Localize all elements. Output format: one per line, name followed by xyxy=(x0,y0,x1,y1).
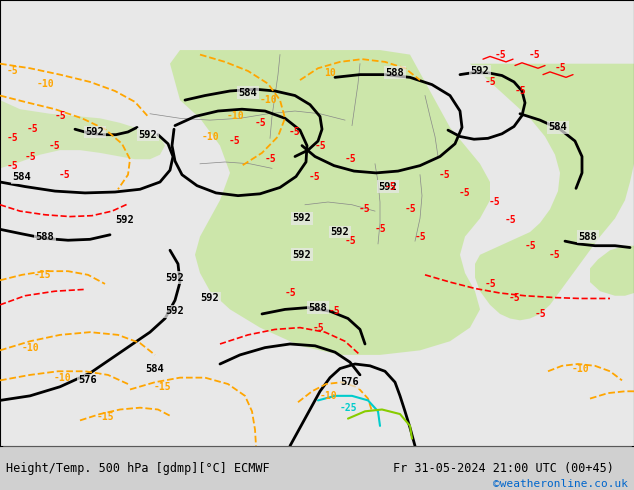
Text: -25: -25 xyxy=(339,403,357,413)
Text: 588: 588 xyxy=(385,68,404,78)
Text: -10: -10 xyxy=(36,79,54,89)
Text: -5: -5 xyxy=(509,294,521,303)
Text: -5: -5 xyxy=(49,141,61,150)
Text: 592: 592 xyxy=(165,272,184,283)
Text: 584: 584 xyxy=(548,122,567,132)
Text: -10: -10 xyxy=(319,391,337,401)
Polygon shape xyxy=(590,245,634,296)
Text: Height/Temp. 500 hPa [gdmp][°C] ECMWF: Height/Temp. 500 hPa [gdmp][°C] ECMWF xyxy=(6,462,270,475)
Text: -5: -5 xyxy=(24,151,36,162)
Text: -5: -5 xyxy=(404,204,416,214)
Text: -5: -5 xyxy=(529,49,541,60)
Text: -5: -5 xyxy=(289,127,301,137)
Text: -10: -10 xyxy=(571,364,589,373)
Text: -5: -5 xyxy=(484,279,496,289)
Text: -10: -10 xyxy=(259,95,277,105)
Text: 584: 584 xyxy=(146,364,164,373)
Text: -5: -5 xyxy=(484,77,496,87)
Text: -5: -5 xyxy=(6,133,18,143)
Text: -5: -5 xyxy=(284,288,296,298)
Text: -5: -5 xyxy=(54,112,66,122)
Text: 592: 592 xyxy=(293,250,311,260)
Text: 584: 584 xyxy=(13,172,31,182)
Text: -5: -5 xyxy=(6,161,18,171)
Polygon shape xyxy=(170,50,490,355)
Text: -5: -5 xyxy=(314,141,326,150)
Text: -10: -10 xyxy=(21,343,39,353)
Text: -5: -5 xyxy=(489,197,501,207)
Text: 588: 588 xyxy=(36,232,55,242)
Text: 592: 592 xyxy=(165,306,184,316)
Text: -5: -5 xyxy=(254,118,266,128)
Text: -5: -5 xyxy=(554,63,566,73)
Text: -5: -5 xyxy=(534,309,546,319)
Text: -5: -5 xyxy=(359,204,371,214)
Text: 576: 576 xyxy=(340,377,359,387)
Text: -5: -5 xyxy=(504,215,516,225)
Text: 584: 584 xyxy=(238,88,257,98)
Text: 592: 592 xyxy=(330,227,349,237)
Text: 592: 592 xyxy=(470,66,489,76)
Text: -5: -5 xyxy=(514,86,526,96)
Text: -5: -5 xyxy=(344,236,356,246)
Polygon shape xyxy=(470,64,634,320)
Text: -15: -15 xyxy=(153,382,171,392)
Text: -15: -15 xyxy=(96,412,114,422)
Text: -5: -5 xyxy=(26,124,38,134)
Text: -10: -10 xyxy=(201,131,219,142)
Text: 592: 592 xyxy=(115,215,134,225)
Text: 588: 588 xyxy=(309,303,327,313)
Text: -5: -5 xyxy=(524,241,536,251)
Text: -5: -5 xyxy=(309,172,321,182)
Text: 592: 592 xyxy=(200,294,219,303)
Text: 592: 592 xyxy=(86,127,105,137)
Text: 576: 576 xyxy=(79,375,98,385)
Text: -10: -10 xyxy=(226,112,244,122)
Text: -5: -5 xyxy=(264,154,276,164)
Text: -5: -5 xyxy=(6,66,18,76)
Text: -5: -5 xyxy=(374,224,386,234)
Text: -5: -5 xyxy=(344,154,356,164)
Text: -5: -5 xyxy=(414,232,426,242)
Text: ©weatheronline.co.uk: ©weatheronline.co.uk xyxy=(493,479,628,489)
Text: 592: 592 xyxy=(378,182,398,192)
Text: 592: 592 xyxy=(139,130,157,140)
Text: -5: -5 xyxy=(229,136,241,146)
Text: -5: -5 xyxy=(439,170,451,180)
Text: 588: 588 xyxy=(579,232,597,242)
Text: 592: 592 xyxy=(293,214,311,223)
Text: -15: -15 xyxy=(33,270,51,280)
Text: -5: -5 xyxy=(549,250,561,260)
Text: -5: -5 xyxy=(384,182,396,192)
Text: -5: -5 xyxy=(329,306,341,316)
Text: -5: -5 xyxy=(459,188,471,198)
Text: -5: -5 xyxy=(494,49,506,60)
Text: Fr 31-05-2024 21:00 UTC (00+45): Fr 31-05-2024 21:00 UTC (00+45) xyxy=(393,462,614,475)
Text: -5: -5 xyxy=(312,322,324,333)
Text: 10: 10 xyxy=(324,68,336,78)
Text: -5: -5 xyxy=(59,170,71,180)
Polygon shape xyxy=(0,46,165,169)
Text: -10: -10 xyxy=(53,373,71,383)
